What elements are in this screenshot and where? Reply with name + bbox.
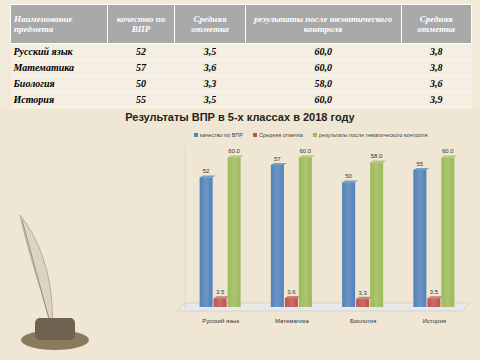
bar xyxy=(427,298,440,307)
quill xyxy=(20,215,52,330)
bar-top xyxy=(356,297,372,299)
value-axis xyxy=(185,145,186,307)
data-labels: 52 57 50 55 3.5 3.6 3.3 3.5 60.0 60.0 58.0 60.0 xyxy=(203,148,455,295)
bar xyxy=(214,298,227,307)
legend-label: качество по ВПР xyxy=(200,132,243,138)
table-cell: 58,0 xyxy=(245,76,401,92)
data-label: 58.0 xyxy=(371,153,383,159)
legend-swatch xyxy=(253,133,257,137)
table-cell: 3,9 xyxy=(401,92,472,108)
data-label: 57 xyxy=(274,156,281,162)
bar-top xyxy=(342,180,358,182)
bar xyxy=(441,157,454,307)
data-label: 60.0 xyxy=(300,148,312,154)
data-label: 3.5 xyxy=(430,289,439,295)
bar-top xyxy=(427,296,443,298)
bar-top xyxy=(200,175,216,177)
table-cell: 55 xyxy=(107,92,175,108)
data-label: 60.0 xyxy=(228,148,240,154)
table-cell: Русский язык xyxy=(11,44,108,60)
results-table: Наименование предметакачество по ВПРСред… xyxy=(10,4,472,108)
bar-top xyxy=(370,160,386,162)
legend-label: результаты после тематического контроля xyxy=(319,132,427,138)
chart-title: Результаты ВПР в 5-х классах в 2018 году xyxy=(125,111,355,123)
data-label: 3.6 xyxy=(287,289,296,295)
table-cell: История xyxy=(11,92,108,108)
bar-top xyxy=(228,155,244,157)
category-label: Математика xyxy=(275,318,309,324)
table-cell: 3,3 xyxy=(175,76,245,92)
bar-top xyxy=(413,168,429,170)
table-cell: 57 xyxy=(107,60,175,76)
inkwell xyxy=(35,318,75,340)
header-cell: качество по ВПР xyxy=(107,5,175,44)
table-row: История553,560,03,9 xyxy=(11,92,472,108)
data-label: 60.0 xyxy=(442,148,454,154)
header-cell: результаты после тематического контроля xyxy=(245,5,401,44)
table-cell: 60,0 xyxy=(245,92,401,108)
bar-top xyxy=(299,155,315,157)
parchment-shade xyxy=(0,110,480,360)
chart: Результаты ВПР в 5-х классах в 2018 году… xyxy=(0,0,480,360)
table-cell: Биология xyxy=(11,76,108,92)
table-row: Математика573,660,03,8 xyxy=(11,60,472,76)
bar xyxy=(356,299,369,307)
bar xyxy=(413,170,426,307)
category-label: Русский язык xyxy=(202,318,239,324)
data-label: 50 xyxy=(345,173,352,179)
quill-shaft xyxy=(22,220,52,330)
bar xyxy=(228,157,241,307)
table-cell: 60,0 xyxy=(245,60,401,76)
bar-top xyxy=(441,155,457,157)
table-cell: 3,6 xyxy=(175,60,245,76)
legend-swatch xyxy=(313,133,317,137)
bar xyxy=(271,165,284,307)
header-row: Наименование предметакачество по ВПРСред… xyxy=(11,5,472,44)
table-cell: Математика xyxy=(11,60,108,76)
header-cell: Средняя отметка xyxy=(401,5,472,44)
category-label: История xyxy=(423,318,446,324)
parchment xyxy=(0,0,480,360)
data-label: 55 xyxy=(417,161,424,167)
bar xyxy=(370,162,383,307)
bar-top xyxy=(271,163,287,165)
table-row: Биология503,358,03,6 xyxy=(11,76,472,92)
table-cell: 52 xyxy=(107,44,175,60)
table-cell: 3,5 xyxy=(175,92,245,108)
bar xyxy=(200,177,213,307)
bar xyxy=(299,157,312,307)
header-cell: Средняя отметка xyxy=(175,5,245,44)
bar-top xyxy=(285,296,301,298)
table-cell: 3,5 xyxy=(175,44,245,60)
table-cell: 3,8 xyxy=(401,44,472,60)
table-cell: 3,8 xyxy=(401,60,472,76)
bars xyxy=(200,155,458,307)
legend-label: Средняя отметка xyxy=(259,132,304,138)
category-label: Биология xyxy=(350,318,376,324)
legend-swatch xyxy=(194,133,198,137)
table-row: Русский язык523,560,03,8 xyxy=(11,44,472,60)
bar xyxy=(342,182,355,307)
table-cell: 3,6 xyxy=(401,76,472,92)
data-label: 52 xyxy=(203,168,210,174)
bar-top xyxy=(214,296,230,298)
data-label: 3.5 xyxy=(216,289,225,295)
quill-decoration xyxy=(20,215,89,350)
legend: качество по ВПР Средняя отметка результаты… xyxy=(194,132,427,138)
header-cell: Наименование предмета xyxy=(11,5,108,44)
table-cell: 50 xyxy=(107,76,175,92)
bar xyxy=(285,298,298,307)
data-label: 3.3 xyxy=(358,290,367,296)
table-cell: 60,0 xyxy=(245,44,401,60)
